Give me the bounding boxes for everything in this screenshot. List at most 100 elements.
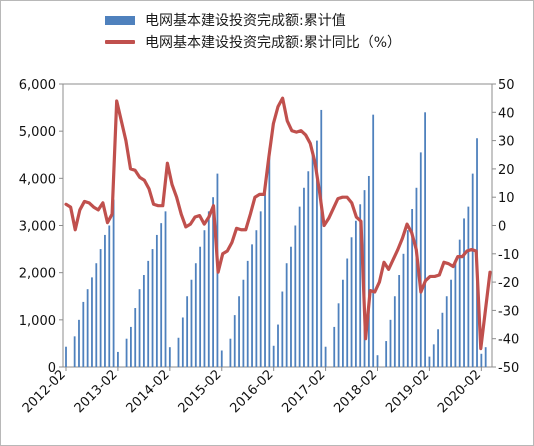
bar xyxy=(437,329,439,367)
bar xyxy=(294,225,297,367)
bar xyxy=(458,239,461,367)
bar xyxy=(467,206,470,367)
bar xyxy=(424,112,426,367)
bar xyxy=(194,263,197,367)
bar xyxy=(402,253,405,367)
bar xyxy=(177,337,180,367)
bar xyxy=(398,275,401,367)
bar xyxy=(441,312,444,367)
bar xyxy=(419,152,422,367)
right-axis-tick-label: 40 xyxy=(498,106,515,121)
bar xyxy=(428,356,431,367)
right-axis-tick-label: 10 xyxy=(498,191,515,206)
bar xyxy=(376,355,379,367)
bar xyxy=(160,223,163,367)
right-axis-tick-label: -50 xyxy=(498,361,519,376)
bar xyxy=(307,171,310,367)
left-axis-tick-label: 6,000 xyxy=(19,78,56,93)
right-axis-tick-label: -30 xyxy=(498,304,519,319)
bar xyxy=(220,350,223,367)
bar xyxy=(229,338,232,367)
legend-item-bar: 电网基本建设投资完成额:累计值 xyxy=(105,9,401,31)
bar xyxy=(385,341,388,367)
x-axis-tick-label: 2015-02 xyxy=(176,367,225,416)
bar xyxy=(212,197,214,367)
legend-bar-swatch xyxy=(105,15,135,25)
right-axis-tick-label: -20 xyxy=(498,276,519,291)
legend-line-label: 电网基本建设投资完成额:累计同比（%） xyxy=(145,35,402,51)
bar xyxy=(406,230,409,367)
left-axis-tick-label: 3,000 xyxy=(19,220,56,235)
bar xyxy=(372,114,375,367)
bar xyxy=(95,263,98,367)
bar xyxy=(246,260,249,368)
right-axis-tick-label: -40 xyxy=(498,333,519,348)
bar xyxy=(82,301,85,367)
left-axis-tick-label: 5,000 xyxy=(19,125,56,140)
bar xyxy=(367,175,370,367)
right-axis-tick-label: 20 xyxy=(498,163,515,178)
bar xyxy=(281,291,284,367)
bar xyxy=(484,347,487,367)
bar xyxy=(78,319,80,367)
bar xyxy=(432,344,435,367)
bar xyxy=(480,353,483,367)
bar xyxy=(298,206,301,367)
bar xyxy=(463,218,465,367)
bar xyxy=(134,308,137,367)
legend-item-line: 电网基本建设投资完成额:累计同比（%） xyxy=(105,31,401,53)
x-axis-tick-label: 2018-02 xyxy=(331,367,380,416)
bar xyxy=(190,279,193,367)
bar xyxy=(138,289,141,367)
bar xyxy=(238,296,240,367)
bar xyxy=(181,317,184,367)
bar xyxy=(142,275,145,367)
bar xyxy=(147,260,150,368)
bar xyxy=(290,246,292,367)
bar xyxy=(186,296,189,367)
bar xyxy=(65,346,67,367)
right-axis-tick-label: -10 xyxy=(498,248,519,263)
bar xyxy=(316,140,318,367)
bar xyxy=(454,260,457,368)
bar xyxy=(242,279,245,367)
bar xyxy=(311,154,314,367)
left-axis-tick-label: 2,000 xyxy=(19,267,56,282)
bar xyxy=(233,315,236,367)
bar xyxy=(251,244,253,367)
bar xyxy=(450,279,452,367)
bar xyxy=(259,211,262,367)
bar xyxy=(117,351,119,367)
right-axis-tick-label: 30 xyxy=(498,135,515,150)
bar xyxy=(151,249,154,367)
bar xyxy=(337,303,340,367)
bar xyxy=(73,336,76,367)
x-axis-tick-label: 2019-02 xyxy=(383,367,432,416)
bar xyxy=(104,234,106,367)
bar xyxy=(203,230,206,367)
bar xyxy=(415,187,418,367)
bar xyxy=(350,237,353,367)
bar xyxy=(277,324,279,367)
bar xyxy=(199,246,202,367)
bar xyxy=(285,263,288,367)
bar xyxy=(99,249,102,367)
bar xyxy=(86,289,89,367)
bar xyxy=(389,319,392,367)
bar xyxy=(342,279,344,367)
bar xyxy=(155,234,158,367)
bar xyxy=(255,230,258,367)
x-axis-tick-label: 2014-02 xyxy=(124,367,173,416)
bar xyxy=(411,208,414,367)
bar xyxy=(346,258,349,367)
left-axis-tick-label: 1,000 xyxy=(19,314,56,329)
right-axis-tick-label: 0 xyxy=(498,220,506,235)
bar xyxy=(112,199,115,367)
x-axis-tick-label: 2012-02 xyxy=(20,367,69,416)
bar xyxy=(354,220,357,367)
yoy-line xyxy=(64,96,492,351)
x-axis-tick-label: 2013-02 xyxy=(72,367,121,416)
left-axis-tick-label: 4,000 xyxy=(19,172,56,187)
